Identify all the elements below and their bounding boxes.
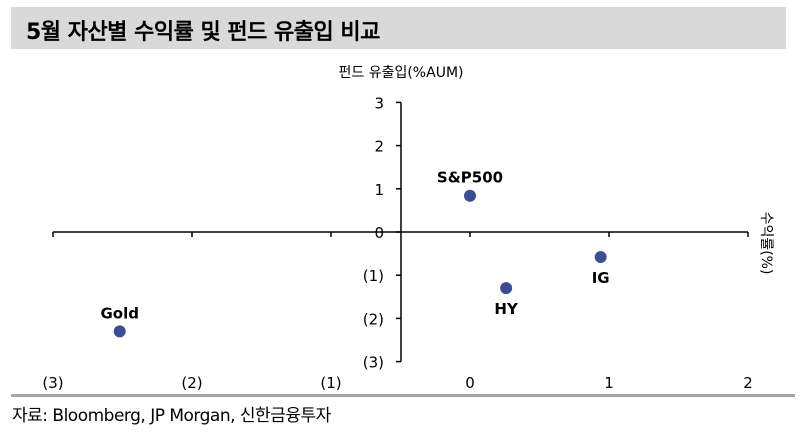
y-tick-label: (1) (363, 267, 384, 285)
data-point-label: IG (592, 269, 610, 287)
x-tick-label: 1 (604, 374, 614, 392)
data-point-label: S&P500 (437, 169, 503, 187)
x-tick-label: (2) (181, 374, 202, 392)
y-tick-label: 0 (374, 224, 384, 242)
data-point-marker (464, 189, 476, 202)
data-point-marker (500, 282, 513, 295)
data-point-marker (594, 251, 607, 264)
y-tick-label: 2 (374, 138, 384, 156)
chart-title: 5월 자산별 수익률 및 펀드 유출입 비교 (26, 20, 380, 45)
source-divider (11, 394, 795, 397)
source-note: 자료: Bloomberg, JP Morgan, 신한금융투자 (12, 406, 331, 426)
x-tick-label: 2 (743, 374, 753, 392)
chart-title-bar: 5월 자산별 수익률 및 펀드 유출입 비교 (11, 7, 786, 49)
x-tick-label: (1) (320, 374, 341, 392)
y-axis-title: 펀드 유출입(%AUM) (339, 65, 464, 81)
y-tick-label: (2) (363, 310, 384, 328)
y-tick-label: 3 (374, 94, 384, 112)
y-tick-label: (3) (363, 354, 384, 372)
data-point-label: HY (494, 300, 519, 318)
x-axis-title: 수익률(%) (758, 212, 774, 275)
data-point-label: Gold (100, 304, 139, 322)
y-tick-label: 1 (374, 181, 384, 199)
x-tick-label: 0 (465, 374, 475, 392)
x-tick-label: (3) (42, 374, 63, 392)
data-point-marker (113, 325, 126, 338)
